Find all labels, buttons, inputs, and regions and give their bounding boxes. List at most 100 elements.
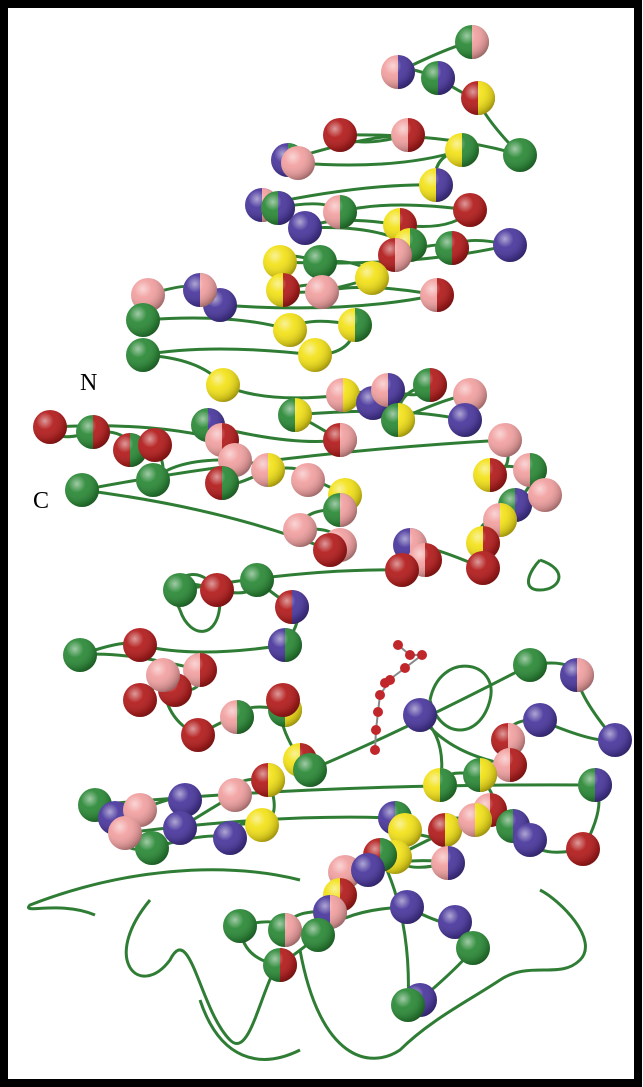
sphere-shade [381, 403, 415, 437]
sphere-shade [403, 698, 437, 732]
sphere-shade [218, 778, 252, 812]
residue-sphere [291, 463, 325, 497]
sphere-shade [355, 261, 389, 295]
residue-sphere [493, 748, 527, 782]
sphere-shade [326, 378, 360, 412]
sphere-shade [385, 553, 419, 587]
residue-sphere [423, 768, 457, 802]
n-terminus-label: N [80, 370, 97, 396]
sphere-shade [213, 821, 247, 855]
protein-structure: N C [0, 0, 643, 1087]
sphere-shade [261, 191, 295, 225]
sphere-shade [183, 273, 217, 307]
ligand-atom [375, 690, 385, 700]
sphere-shade [323, 195, 357, 229]
sphere-shade [435, 231, 469, 265]
sphere-shade [560, 658, 594, 692]
sphere-shade [493, 228, 527, 262]
residue-sphere [146, 658, 180, 692]
sphere-shade [163, 573, 197, 607]
sphere-shade [598, 723, 632, 757]
residue-sphere [355, 261, 389, 295]
sphere-shade [473, 458, 507, 492]
sphere-shade [381, 55, 415, 89]
c-terminus-label: C [33, 488, 49, 514]
residue-sphere [163, 573, 197, 607]
residue-sphere [223, 909, 257, 943]
sphere-shade [513, 648, 547, 682]
residue-sphere [578, 768, 612, 802]
sphere-shade [413, 368, 447, 402]
sphere-shade [200, 573, 234, 607]
sphere-shade [513, 823, 547, 857]
residue-sphere [183, 273, 217, 307]
sphere-shade [493, 748, 527, 782]
sphere-shade [461, 81, 495, 115]
sphere-shade [251, 763, 285, 797]
sphere-shade [566, 832, 600, 866]
residue-sphere [461, 81, 495, 115]
residue-sphere [503, 138, 537, 172]
ligand-atom [400, 663, 410, 673]
sphere-shade [273, 313, 307, 347]
residue-sphere [458, 803, 492, 837]
residue-sphere [371, 373, 405, 407]
residue-sphere [455, 25, 489, 59]
residue-sphere [76, 415, 110, 449]
sphere-shade [240, 563, 274, 597]
residue-sphere [251, 453, 285, 487]
residue-sphere [298, 338, 332, 372]
residue-sphere [463, 758, 497, 792]
sphere-shade [463, 758, 497, 792]
sphere-shade [136, 463, 170, 497]
residue-sphere [293, 753, 327, 787]
residue-sphere [268, 913, 302, 947]
residue-sphere [213, 821, 247, 855]
residue-sphere [220, 700, 254, 734]
sphere-shade [456, 931, 490, 965]
sphere-shade [123, 628, 157, 662]
residue-sphere [275, 590, 309, 624]
sphere-shade [453, 193, 487, 227]
sphere-shade [33, 410, 67, 444]
sphere-shade [205, 466, 239, 500]
sphere-shade [431, 846, 465, 880]
sphere-shade [65, 473, 99, 507]
sphere-shade [301, 918, 335, 952]
sphere-shade [391, 988, 425, 1022]
residue-sphere [268, 628, 302, 662]
residue-sphere [351, 853, 385, 887]
residue-sphere [163, 811, 197, 845]
ligand-atom [370, 745, 380, 755]
sphere-shade [126, 338, 160, 372]
residue-sphere [338, 308, 372, 342]
residue-sphere [283, 513, 317, 547]
residue-sphere [126, 338, 160, 372]
sphere-shade [268, 628, 302, 662]
residue-sphere [431, 846, 465, 880]
residue-sphere [413, 368, 447, 402]
sphere-shade [263, 948, 297, 982]
residue-sphere [205, 466, 239, 500]
ligand-atom [373, 707, 383, 717]
sphere-shade [390, 890, 424, 924]
residue-sphere [473, 458, 507, 492]
residue-sphere [136, 463, 170, 497]
sphere-shade [108, 816, 142, 850]
sphere-shade [323, 423, 357, 457]
residue-sphere [391, 988, 425, 1022]
residue-sphere [493, 228, 527, 262]
residue-sphere [381, 55, 415, 89]
residue-sphere [488, 423, 522, 457]
ligand-atom [405, 650, 415, 660]
residue-sphere [123, 628, 157, 662]
sphere-shade [245, 808, 279, 842]
residue-sphere [273, 313, 307, 347]
sphere-shade [275, 590, 309, 624]
residue-sphere [245, 808, 279, 842]
residue-sphere [126, 303, 160, 337]
sphere-shade [278, 398, 312, 432]
sphere-shade [371, 373, 405, 407]
sphere-shade [488, 423, 522, 457]
sphere-shade [291, 463, 325, 497]
